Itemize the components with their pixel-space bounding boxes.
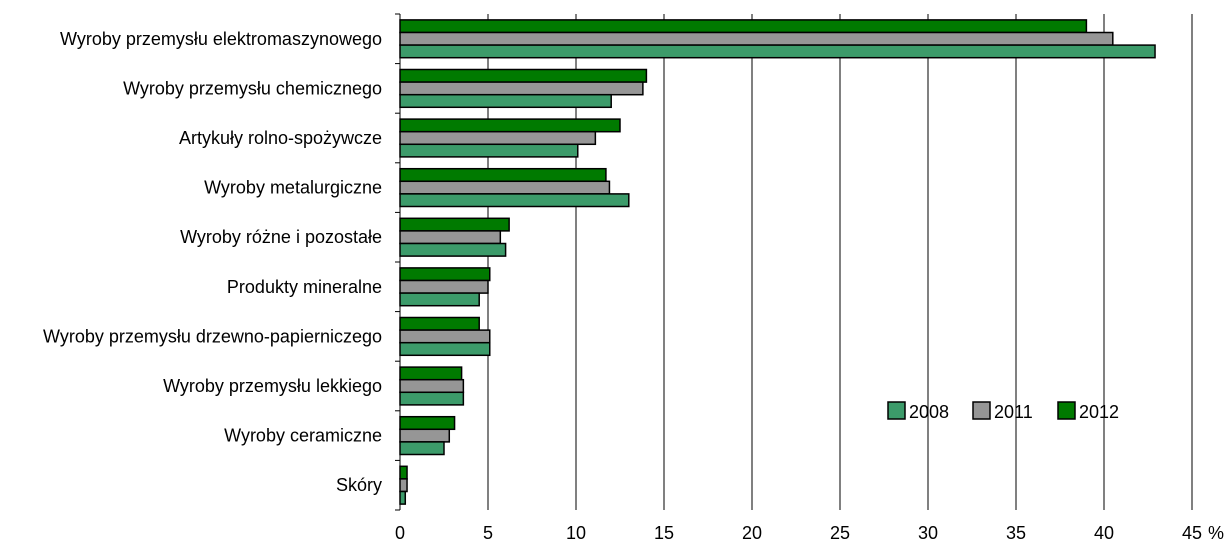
axes bbox=[395, 13, 401, 511]
x-tick-label: 40 bbox=[1094, 523, 1114, 543]
bar-2011-4 bbox=[399, 230, 502, 245]
bar-2011-5 bbox=[399, 279, 489, 294]
category-labels: Wyroby przemysłu elektromaszynowego Wyrob… bbox=[43, 29, 382, 495]
legend-label-2011: 2011 bbox=[994, 402, 1033, 422]
bar-2012-3 bbox=[399, 167, 607, 183]
bar-2011-0 bbox=[399, 31, 1114, 46]
bar-2008-7 bbox=[399, 391, 465, 406]
bar-2011-8 bbox=[399, 428, 451, 443]
bar-2012-2 bbox=[399, 118, 621, 133]
x-axis-unit-label: % bbox=[1208, 523, 1224, 543]
legend-swatch-2012 bbox=[1057, 401, 1076, 420]
bar-2011-6 bbox=[399, 329, 491, 344]
legend-label-2008: 2008 bbox=[909, 402, 949, 422]
category-label: Wyroby metalurgiczne bbox=[204, 178, 382, 198]
x-axis-ticks: 0 5 10 15 20 25 30 35 40 45 bbox=[395, 523, 1202, 543]
x-tick-label: 30 bbox=[918, 523, 938, 543]
category-label: Skóry bbox=[336, 475, 382, 495]
bar-2008-0 bbox=[399, 44, 1156, 59]
bar-2008-1 bbox=[399, 93, 612, 109]
category-label: Wyroby przemysłu elektromaszynowego bbox=[60, 29, 382, 49]
category-label: Wyroby przemysłu chemicznego bbox=[123, 78, 382, 98]
category-label: Wyroby różne i pozostałe bbox=[180, 227, 382, 247]
bar-2012-0 bbox=[399, 19, 1088, 34]
bar-2011-1 bbox=[399, 81, 644, 96]
legend-swatch-2008 bbox=[887, 401, 906, 420]
bar-2012-8 bbox=[399, 415, 456, 431]
bar-2012-4 bbox=[399, 217, 510, 232]
category-label: Wyroby przemysłu lekkiego bbox=[163, 376, 382, 396]
bar-2011-2 bbox=[399, 130, 597, 146]
bars bbox=[399, 19, 1156, 505]
bar-2012-5 bbox=[399, 267, 491, 282]
bar-2008-5 bbox=[399, 292, 480, 307]
x-tick-label: 15 bbox=[654, 523, 674, 543]
bar-2008-2 bbox=[399, 143, 579, 158]
category-label: Wyroby przemysłu drzewno-papierniczego bbox=[43, 326, 382, 346]
category-label: Artykuły rolno-spożywcze bbox=[179, 128, 382, 148]
x-tick-label: 45 bbox=[1182, 523, 1202, 543]
category-label: Wyroby ceramiczne bbox=[224, 426, 382, 446]
bar-2011-7 bbox=[399, 378, 465, 394]
bar-2011-9 bbox=[399, 478, 408, 493]
x-tick-label: 35 bbox=[1006, 523, 1026, 543]
bar-2008-9 bbox=[399, 490, 407, 505]
bar-2008-3 bbox=[399, 193, 630, 208]
x-tick-label: 0 bbox=[395, 523, 405, 543]
legend-label-2012: 2012 bbox=[1079, 402, 1119, 422]
category-label: Produkty mineralne bbox=[227, 277, 382, 297]
legend: 2008 2011 2012 bbox=[887, 401, 1119, 422]
bar-2012-7 bbox=[399, 366, 463, 381]
bar-2012-1 bbox=[399, 68, 648, 83]
bar-2012-6 bbox=[399, 316, 480, 331]
bar-2012-9 bbox=[399, 465, 408, 480]
x-tick-label: 25 bbox=[830, 523, 850, 543]
legend-swatch-2011 bbox=[972, 401, 991, 420]
bar-2008-6 bbox=[399, 341, 491, 357]
bar-2008-4 bbox=[399, 242, 507, 257]
x-tick-label: 20 bbox=[742, 523, 762, 543]
bar-2008-8 bbox=[399, 441, 445, 456]
bar-2011-3 bbox=[399, 180, 611, 195]
x-tick-label: 10 bbox=[566, 523, 586, 543]
x-tick-label: 5 bbox=[483, 523, 493, 543]
